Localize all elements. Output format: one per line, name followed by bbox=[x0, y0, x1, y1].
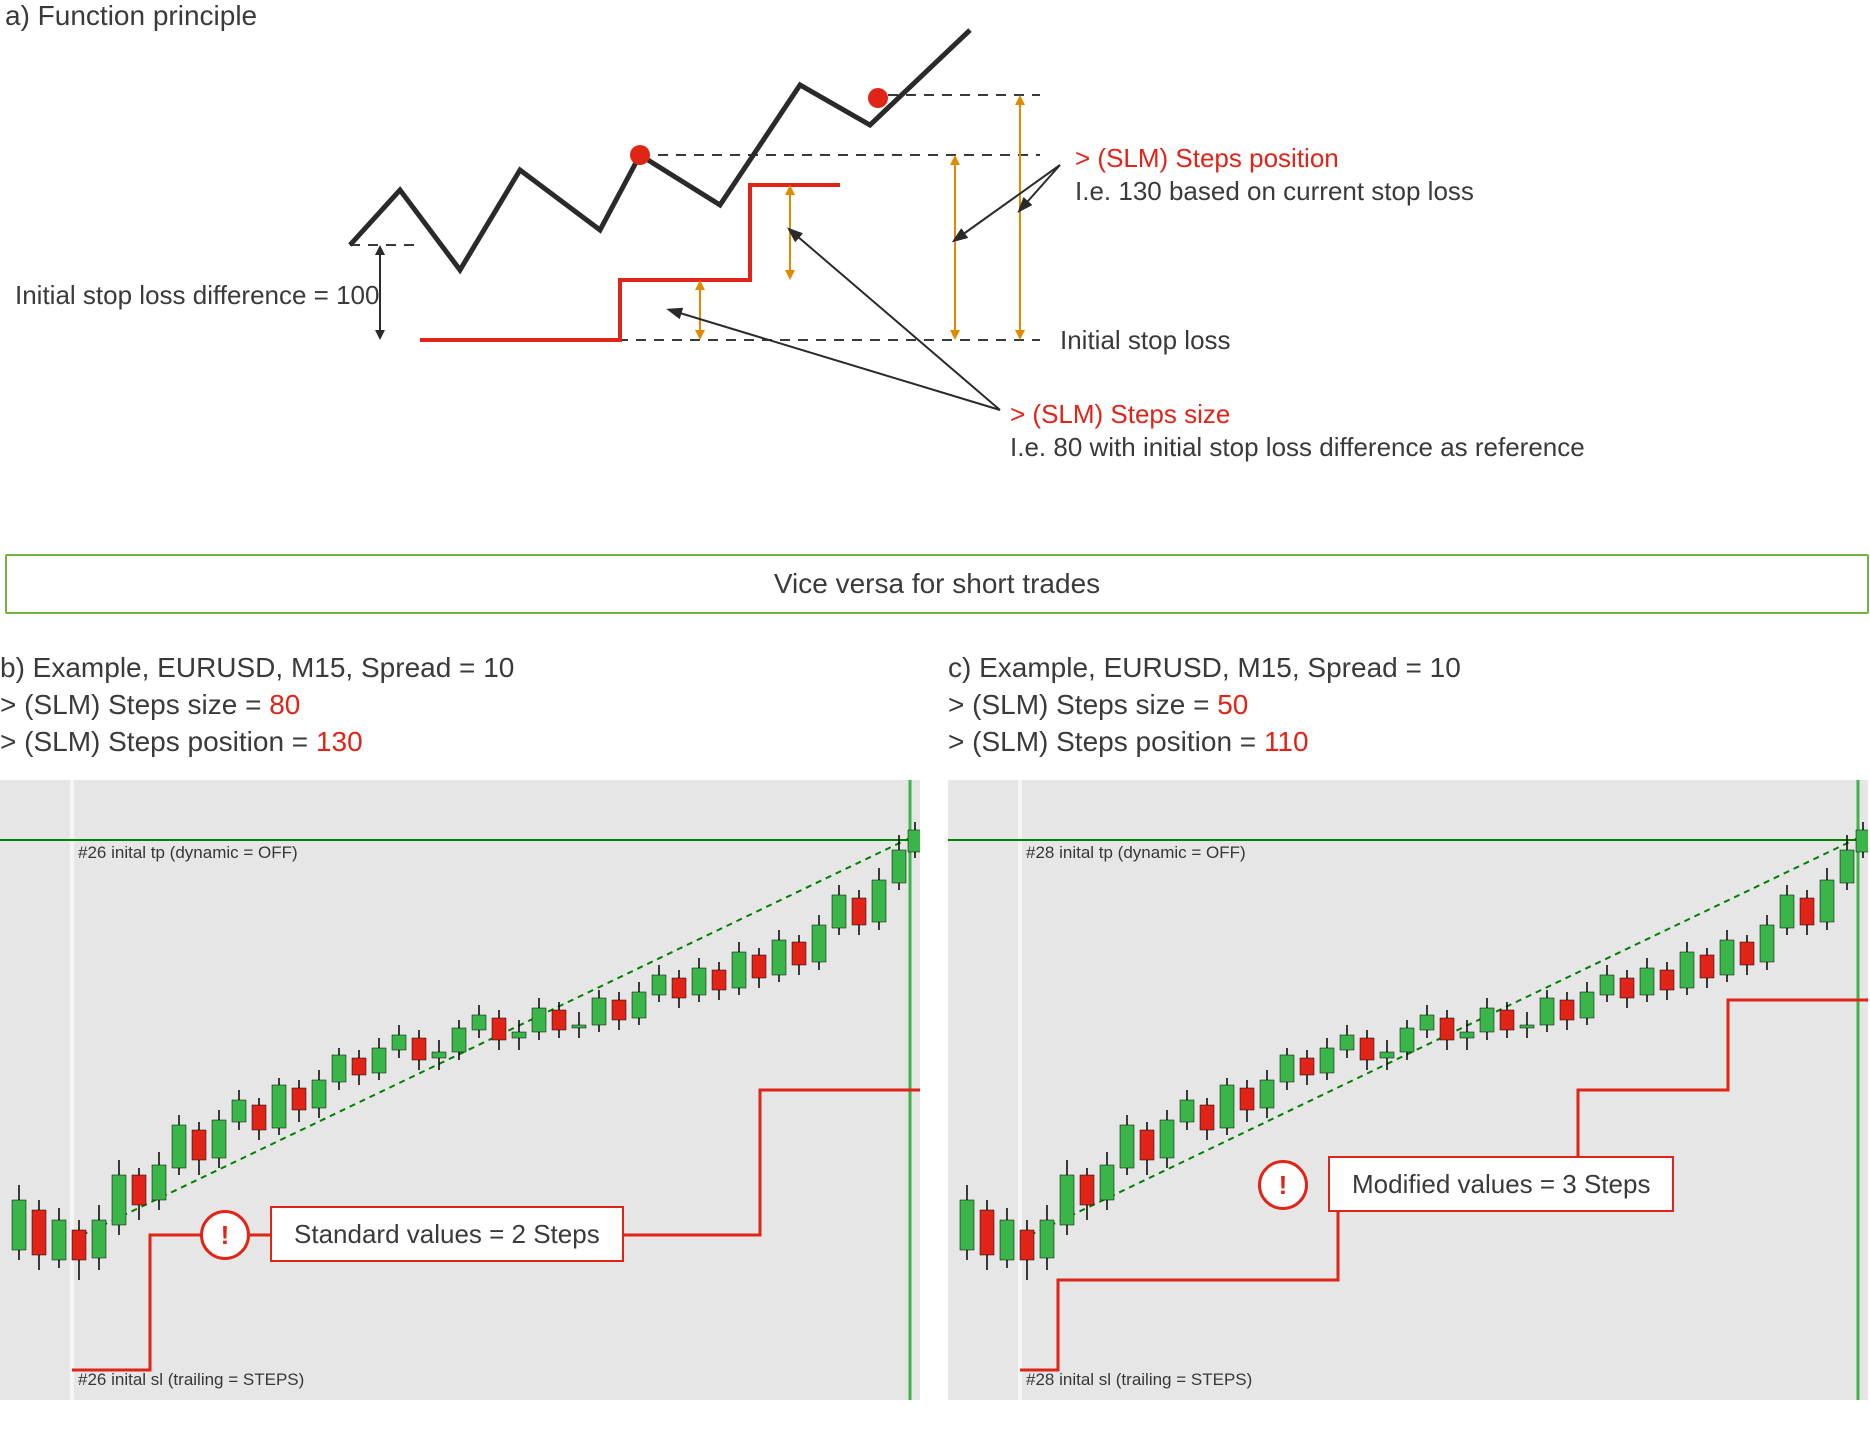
svg-text:#28 inital tp (dynamic = OFF): #28 inital tp (dynamic = OFF) bbox=[1026, 843, 1246, 862]
alert-icon: ! bbox=[1258, 1160, 1308, 1210]
alert-icon: ! bbox=[200, 1210, 250, 1260]
panel-heading: b) Example, EURUSD, M15, Spread = 10> (S… bbox=[0, 650, 930, 761]
svg-text:#26 inital tp (dynamic = OFF): #26 inital tp (dynamic = OFF) bbox=[78, 843, 298, 862]
svg-text:#28 inital sl (trailing = STEP: #28 inital sl (trailing = STEPS) bbox=[1026, 1370, 1252, 1389]
svg-text:#26 inital sl (trailing = STEP: #26 inital sl (trailing = STEPS) bbox=[78, 1370, 304, 1389]
candlestick-chart: #26 inital tp (dynamic = OFF) #26 inital … bbox=[0, 780, 920, 1400]
candlestick-chart: #28 inital tp (dynamic = OFF) #28 inital … bbox=[948, 780, 1868, 1400]
callout-box: Modified values = 3 Steps bbox=[1328, 1156, 1674, 1212]
panel-heading: c) Example, EURUSD, M15, Spread = 10> (S… bbox=[948, 650, 1870, 761]
notice-banner: Vice versa for short trades bbox=[5, 554, 1869, 614]
callout-box: Standard values = 2 Steps bbox=[270, 1206, 624, 1262]
